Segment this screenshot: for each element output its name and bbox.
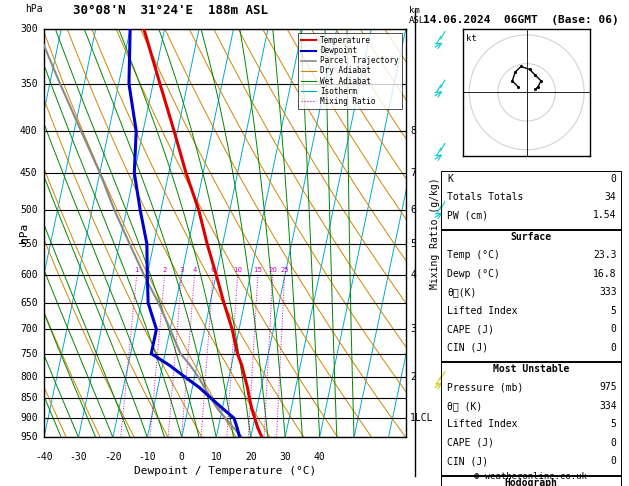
Text: 334: 334 <box>599 401 616 411</box>
Text: 23.3: 23.3 <box>593 250 616 260</box>
Text: 4: 4 <box>192 267 197 273</box>
Text: CAPE (J): CAPE (J) <box>447 324 494 334</box>
Text: 15: 15 <box>253 267 262 273</box>
Text: 20: 20 <box>245 451 257 462</box>
Text: 2: 2 <box>410 371 416 382</box>
Text: Hodograph: Hodograph <box>504 478 557 486</box>
Text: 700: 700 <box>20 324 38 334</box>
Text: 400: 400 <box>20 126 38 136</box>
Text: 6: 6 <box>211 267 215 273</box>
Text: 800: 800 <box>20 371 38 382</box>
Text: θᴇ (K): θᴇ (K) <box>447 401 482 411</box>
Text: Surface: Surface <box>510 232 551 242</box>
Text: -10: -10 <box>138 451 156 462</box>
Text: 350: 350 <box>20 79 38 89</box>
Text: Dewpoint / Temperature (°C): Dewpoint / Temperature (°C) <box>134 466 316 476</box>
Text: 975: 975 <box>599 382 616 393</box>
Text: 34: 34 <box>605 192 616 202</box>
Text: 1: 1 <box>135 267 139 273</box>
Text: Lifted Index: Lifted Index <box>447 306 518 316</box>
Text: CIN (J): CIN (J) <box>447 456 488 467</box>
Text: -20: -20 <box>104 451 122 462</box>
Text: 7: 7 <box>410 168 416 178</box>
Text: 5: 5 <box>611 306 616 316</box>
Text: 4: 4 <box>410 270 416 279</box>
Text: 5: 5 <box>611 419 616 430</box>
Text: 8: 8 <box>410 126 416 136</box>
Text: 16.8: 16.8 <box>593 269 616 279</box>
Text: 750: 750 <box>20 348 38 359</box>
Text: 2: 2 <box>162 267 167 273</box>
Text: hPa: hPa <box>19 223 29 243</box>
Text: 900: 900 <box>20 413 38 423</box>
Text: km
ASL: km ASL <box>409 6 425 25</box>
Text: Totals Totals: Totals Totals <box>447 192 523 202</box>
Text: 950: 950 <box>20 433 38 442</box>
Text: 450: 450 <box>20 168 38 178</box>
Text: 10: 10 <box>233 267 242 273</box>
Text: 5: 5 <box>410 239 416 249</box>
Text: 3: 3 <box>180 267 184 273</box>
Text: 0: 0 <box>179 451 185 462</box>
Text: Mixing Ratio (g/kg): Mixing Ratio (g/kg) <box>430 177 440 289</box>
Text: 600: 600 <box>20 270 38 279</box>
Text: 30: 30 <box>279 451 291 462</box>
Text: -30: -30 <box>70 451 87 462</box>
Text: 0: 0 <box>611 174 616 184</box>
Text: 0: 0 <box>611 324 616 334</box>
Text: θᴇ(K): θᴇ(K) <box>447 287 476 297</box>
Text: 850: 850 <box>20 393 38 403</box>
Text: 1LCL: 1LCL <box>410 413 433 423</box>
Text: 40: 40 <box>314 451 325 462</box>
Text: Pressure (mb): Pressure (mb) <box>447 382 523 393</box>
Text: 333: 333 <box>599 287 616 297</box>
Text: CAPE (J): CAPE (J) <box>447 438 494 448</box>
Legend: Temperature, Dewpoint, Parcel Trajectory, Dry Adiabat, Wet Adiabat, Isotherm, Mi: Temperature, Dewpoint, Parcel Trajectory… <box>298 33 402 109</box>
Text: CIN (J): CIN (J) <box>447 343 488 353</box>
Text: PW (cm): PW (cm) <box>447 210 488 221</box>
Text: 30°08'N  31°24'E  188m ASL: 30°08'N 31°24'E 188m ASL <box>73 4 268 17</box>
Text: 25: 25 <box>280 267 289 273</box>
Text: 6: 6 <box>410 205 416 215</box>
Text: hPa: hPa <box>25 4 43 14</box>
Text: 14.06.2024  06GMT  (Base: 06): 14.06.2024 06GMT (Base: 06) <box>423 15 618 25</box>
Text: 650: 650 <box>20 298 38 308</box>
Text: K: K <box>447 174 453 184</box>
Text: 10: 10 <box>210 451 222 462</box>
Text: 0: 0 <box>611 343 616 353</box>
Text: © weatheronline.co.uk: © weatheronline.co.uk <box>474 472 587 481</box>
Text: 0: 0 <box>611 438 616 448</box>
Text: 550: 550 <box>20 239 38 249</box>
Text: Dewp (°C): Dewp (°C) <box>447 269 500 279</box>
Text: Temp (°C): Temp (°C) <box>447 250 500 260</box>
Text: 500: 500 <box>20 205 38 215</box>
Text: 0: 0 <box>611 456 616 467</box>
Text: -40: -40 <box>35 451 53 462</box>
Text: Lifted Index: Lifted Index <box>447 419 518 430</box>
Text: 1.54: 1.54 <box>593 210 616 221</box>
Text: 3: 3 <box>410 324 416 334</box>
Text: Most Unstable: Most Unstable <box>493 364 569 374</box>
Text: 20: 20 <box>269 267 277 273</box>
Text: 300: 300 <box>20 24 38 34</box>
